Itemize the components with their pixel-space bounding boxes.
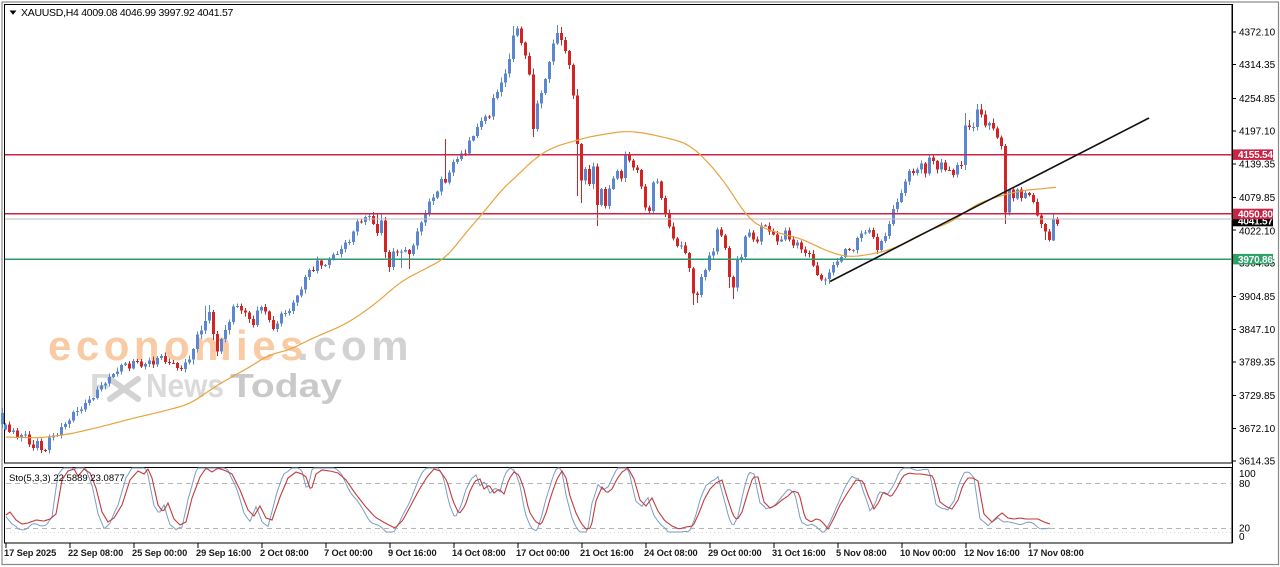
svg-text:7 Oct 00:00: 7 Oct 00:00 [324, 548, 373, 558]
svg-text:100: 100 [1239, 469, 1256, 480]
svg-text:10 Nov 00:00: 10 Nov 00:00 [900, 548, 956, 558]
svg-text:.com: .com [297, 322, 413, 369]
svg-text:9 Oct 16:00: 9 Oct 16:00 [388, 548, 437, 558]
svg-text:25 Sep 00:00: 25 Sep 00:00 [132, 548, 187, 558]
svg-text:24 Oct 08:00: 24 Oct 08:00 [644, 548, 698, 558]
svg-text:12 Nov 16:00: 12 Nov 16:00 [964, 548, 1020, 558]
svg-text:22 Sep 08:00: 22 Sep 08:00 [68, 548, 123, 558]
svg-text:News: News [146, 367, 224, 404]
svg-text:4372.10: 4372.10 [1239, 28, 1276, 39]
svg-text:4139.35: 4139.35 [1239, 159, 1276, 170]
svg-text:29 Oct 00:00: 29 Oct 00:00 [708, 548, 762, 558]
svg-text:20: 20 [1239, 524, 1251, 535]
svg-text:17 Sep 2025: 17 Sep 2025 [4, 548, 56, 558]
svg-text:31 Oct 16:00: 31 Oct 16:00 [772, 548, 826, 558]
svg-text:29 Sep 16:00: 29 Sep 16:00 [196, 548, 251, 558]
svg-text:3970.86: 3970.86 [1238, 255, 1273, 266]
svg-text:Sto(5,3,3) 22.5889 23.0877: Sto(5,3,3) 22.5889 23.0877 [9, 473, 125, 484]
svg-text:4254.85: 4254.85 [1239, 94, 1276, 105]
svg-text:3614.35: 3614.35 [1239, 457, 1276, 468]
svg-text:4022.10: 4022.10 [1239, 227, 1276, 238]
svg-text:21 Oct 16:00: 21 Oct 16:00 [580, 548, 634, 558]
svg-text:17 Oct 00:00: 17 Oct 00:00 [516, 548, 570, 558]
svg-text:80: 80 [1239, 479, 1251, 490]
svg-text:14 Oct 08:00: 14 Oct 08:00 [452, 548, 506, 558]
svg-text:5 Nov 08:00: 5 Nov 08:00 [836, 548, 887, 558]
svg-text:4050.80: 4050.80 [1238, 210, 1273, 221]
svg-text:XAUUSD,H4 4009.08 4046.99 399: XAUUSD,H4 4009.08 4046.99 3997.92 4041.5… [21, 7, 234, 19]
svg-text:4079.85: 4079.85 [1239, 193, 1276, 204]
svg-text:3847.10: 3847.10 [1239, 325, 1276, 336]
svg-text:3729.85: 3729.85 [1239, 391, 1276, 402]
svg-text:3672.10: 3672.10 [1239, 424, 1276, 435]
svg-text:4041.57: 4041.57 [1238, 217, 1273, 228]
svg-text:2 Oct 08:00: 2 Oct 08:00 [260, 548, 309, 558]
svg-text:17 Nov 08:00: 17 Nov 08:00 [1028, 548, 1084, 558]
svg-text:economies: economies [48, 322, 308, 369]
svg-text:3789.35: 3789.35 [1239, 358, 1276, 369]
svg-text:4314.35: 4314.35 [1239, 60, 1276, 71]
svg-text:Today: Today [230, 367, 343, 404]
svg-text:0: 0 [1239, 532, 1245, 543]
svg-text:4197.10: 4197.10 [1239, 127, 1276, 138]
svg-text:F: F [90, 367, 110, 404]
svg-text:3904.85: 3904.85 [1239, 292, 1276, 303]
svg-text:4155.54: 4155.54 [1238, 150, 1273, 161]
